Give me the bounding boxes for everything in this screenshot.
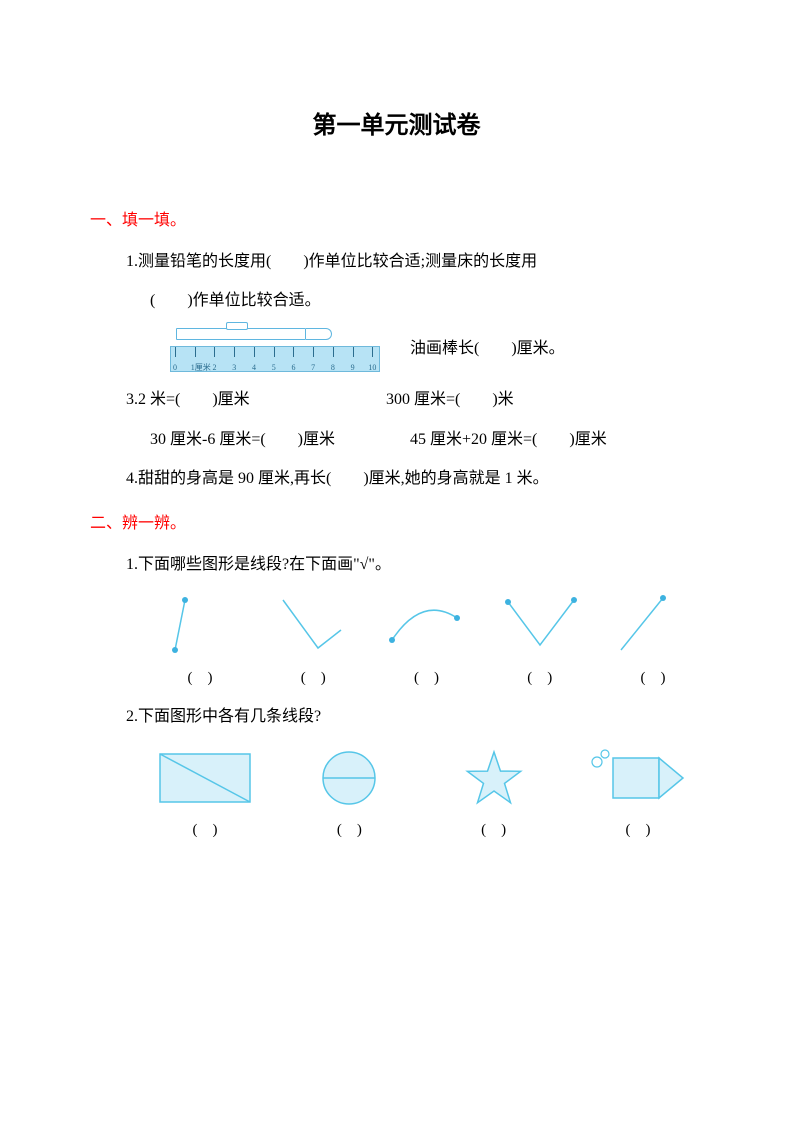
- q3c: 30 厘米-6 厘米=( )厘米: [150, 422, 410, 457]
- q3-row1: 3.2 米=( )厘米 300 厘米=( )米: [90, 382, 703, 417]
- s2-q2: 2.下面图形中各有几条线段?: [90, 699, 703, 734]
- s2-q1-figure-2: ( ): [263, 590, 363, 695]
- s2-q1-figures: ( ) ( ) ( ) ( ) ( ): [90, 590, 703, 695]
- q3a: 3.2 米=( )厘米: [126, 382, 386, 417]
- ruler-label: 油画棒长( )厘米。: [410, 331, 565, 372]
- ruler-block: 01厘米2345678910: [170, 324, 390, 372]
- section-2-heading: 二、辨一辨。: [90, 506, 703, 541]
- s2-q2-figure-4: ( ): [583, 742, 693, 847]
- section-1-heading: 一、填一填。: [90, 203, 703, 238]
- answer-paren: ( ): [641, 662, 666, 695]
- answer-paren: ( ): [414, 662, 439, 695]
- s2-q1-figure-5: ( ): [603, 590, 703, 695]
- ruler-row: 01厘米2345678910 油画棒长( )厘米。: [90, 324, 703, 372]
- ruler-icon: 01厘米2345678910: [170, 346, 380, 372]
- s2-q1: 1.下面哪些图形是线段?在下面画"√"。: [90, 547, 703, 582]
- s2-q1-figure-3: ( ): [377, 590, 477, 695]
- q3b: 300 厘米=( )米: [386, 382, 514, 417]
- answer-paren: ( ): [188, 662, 213, 695]
- oil-stick-icon: [176, 324, 336, 344]
- answer-paren: ( ): [527, 662, 552, 695]
- answer-paren: ( ): [625, 814, 650, 847]
- s2-q1-figure-1: ( ): [150, 590, 250, 695]
- q4: 4.甜甜的身高是 90 厘米,再长( )厘米,她的身高就是 1 米。: [90, 461, 703, 496]
- answer-paren: ( ): [193, 814, 218, 847]
- q3d: 45 厘米+20 厘米=( )厘米: [410, 422, 607, 457]
- q1-line-a: 1.测量铅笔的长度用( )作单位比较合适;测量床的长度用: [90, 244, 703, 279]
- answer-paren: ( ): [301, 662, 326, 695]
- s2-q1-figure-4: ( ): [490, 590, 590, 695]
- s2-q2-figure-2: ( ): [294, 742, 404, 847]
- q3-row2: 30 厘米-6 厘米=( )厘米 45 厘米+20 厘米=( )厘米: [90, 422, 703, 457]
- s2-q2-figures: ( ) ( ) ( ) ( ): [90, 742, 703, 847]
- q1-line-b: ( )作单位比较合适。: [90, 283, 703, 318]
- answer-paren: ( ): [481, 814, 506, 847]
- s2-q2-figure-3: ( ): [439, 742, 549, 847]
- answer-paren: ( ): [337, 814, 362, 847]
- s2-q2-figure-1: ( ): [150, 742, 260, 847]
- page-title: 第一单元测试卷: [90, 100, 703, 153]
